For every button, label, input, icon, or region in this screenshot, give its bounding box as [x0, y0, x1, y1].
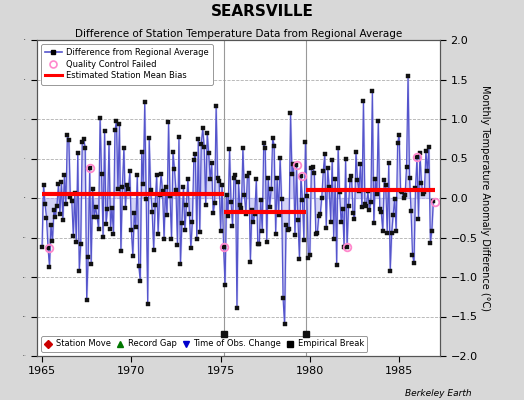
Text: SEARSVILLE: SEARSVILLE [211, 4, 313, 19]
Y-axis label: Monthly Temperature Anomaly Difference (°C): Monthly Temperature Anomaly Difference (… [481, 85, 490, 311]
Legend: Station Move, Record Gap, Time of Obs. Change, Empirical Break: Station Move, Record Gap, Time of Obs. C… [41, 336, 367, 352]
Text: Berkeley Earth: Berkeley Earth [405, 389, 472, 398]
Title: Difference of Station Temperature Data from Regional Average: Difference of Station Temperature Data f… [75, 29, 402, 39]
